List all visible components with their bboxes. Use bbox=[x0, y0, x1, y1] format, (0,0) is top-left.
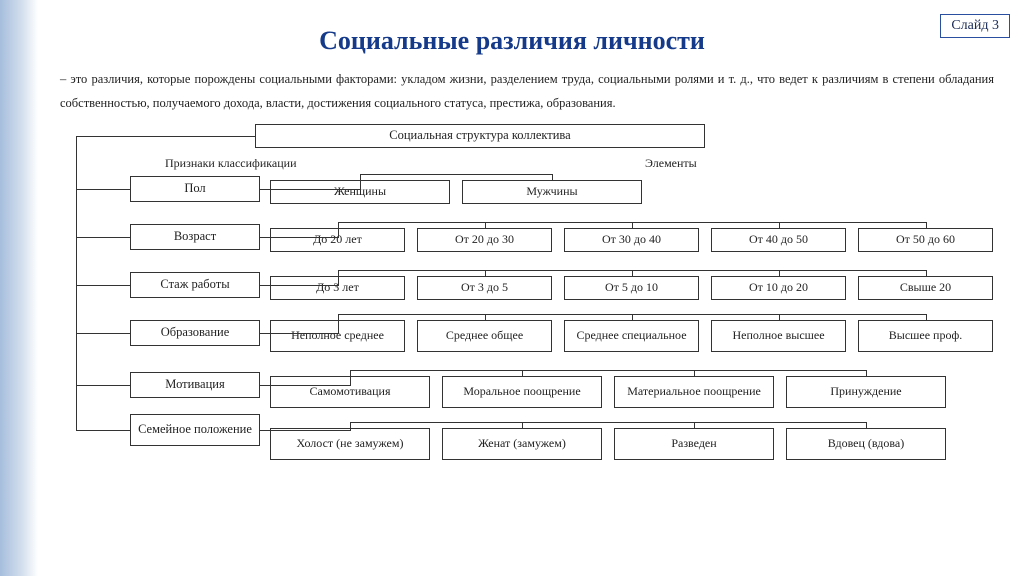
conn-root-h bbox=[76, 136, 255, 137]
slide-left-gradient bbox=[0, 0, 38, 576]
conn-cat-1 bbox=[76, 237, 130, 238]
tick-4-3 bbox=[866, 370, 867, 376]
item-5-0: Холост (не замужем) bbox=[270, 428, 430, 460]
root-box: Социальная структура коллектива bbox=[255, 124, 705, 148]
item-2-4: Свыше 20 bbox=[858, 276, 993, 300]
item-4-3: Принуждение bbox=[786, 376, 946, 408]
cat2rail-h-4 bbox=[260, 385, 350, 386]
item-2-3: От 10 до 20 bbox=[711, 276, 846, 300]
hierarchy-diagram: Социальная структура коллектива Признаки … bbox=[60, 124, 994, 534]
item-0-1: Мужчины bbox=[462, 180, 642, 204]
description-text: – это различия, которые порождены социал… bbox=[60, 68, 994, 116]
conn-cat-4 bbox=[76, 385, 130, 386]
label-elements: Элементы bbox=[645, 156, 697, 171]
cat2rail-h-0 bbox=[260, 189, 360, 190]
item-3-3: Неполное высшее bbox=[711, 320, 846, 352]
slide-content: – это различия, которые порождены социал… bbox=[60, 68, 994, 534]
slide-number-badge: Слайд 3 bbox=[940, 14, 1010, 38]
item-5-3: Вдовец (вдова) bbox=[786, 428, 946, 460]
cat2rail-v-3 bbox=[338, 314, 339, 334]
item-4-1: Моральное поощрение bbox=[442, 376, 602, 408]
category-0: Пол bbox=[130, 176, 260, 202]
tick-0-1 bbox=[552, 174, 553, 180]
tick-1-4 bbox=[926, 222, 927, 228]
item-2-1: От 3 до 5 bbox=[417, 276, 552, 300]
category-4: Мотивация bbox=[130, 372, 260, 398]
item-4-2: Материальное поощрение bbox=[614, 376, 774, 408]
slide-number-text: Слайд 3 bbox=[951, 18, 999, 33]
item-3-2: Среднее специальное bbox=[564, 320, 699, 352]
tick-5-3 bbox=[866, 422, 867, 428]
conn-cat-5 bbox=[76, 430, 130, 431]
rail-3 bbox=[338, 314, 926, 315]
item-1-1: От 20 до 30 bbox=[417, 228, 552, 252]
cat2rail-h-2 bbox=[260, 285, 338, 286]
cat2rail-v-5 bbox=[350, 422, 351, 431]
category-5: Семейное положение bbox=[130, 414, 260, 446]
cat2rail-v-4 bbox=[350, 370, 351, 386]
rail-4 bbox=[350, 370, 866, 371]
tick-2-4 bbox=[926, 270, 927, 276]
category-2: Стаж работы bbox=[130, 272, 260, 298]
tick-3-4 bbox=[926, 314, 927, 320]
cat2rail-v-0 bbox=[360, 174, 361, 190]
cat2rail-v-1 bbox=[338, 222, 339, 238]
rail-1 bbox=[338, 222, 926, 223]
item-3-4: Высшее проф. bbox=[858, 320, 993, 352]
rail-0 bbox=[360, 174, 552, 175]
page-title: Социальные различия личности bbox=[0, 0, 1024, 56]
conn-cat-0 bbox=[76, 189, 130, 190]
rail-2 bbox=[338, 270, 926, 271]
label-classification: Признаки классификации bbox=[165, 156, 296, 171]
category-1: Возраст bbox=[130, 224, 260, 250]
rail-5 bbox=[350, 422, 866, 423]
cat2rail-h-5 bbox=[260, 430, 350, 431]
item-1-4: От 50 до 60 bbox=[858, 228, 993, 252]
conn-cat-3 bbox=[76, 333, 130, 334]
item-1-3: От 40 до 50 bbox=[711, 228, 846, 252]
item-5-1: Женат (замужем) bbox=[442, 428, 602, 460]
item-3-1: Среднее общее bbox=[417, 320, 552, 352]
item-2-2: От 5 до 10 bbox=[564, 276, 699, 300]
cat2rail-h-3 bbox=[260, 333, 338, 334]
item-5-2: Разведен bbox=[614, 428, 774, 460]
cat2rail-h-1 bbox=[260, 237, 338, 238]
conn-cat-2 bbox=[76, 285, 130, 286]
item-1-2: От 30 до 40 bbox=[564, 228, 699, 252]
category-3: Образование bbox=[130, 320, 260, 346]
cat2rail-v-2 bbox=[338, 270, 339, 286]
